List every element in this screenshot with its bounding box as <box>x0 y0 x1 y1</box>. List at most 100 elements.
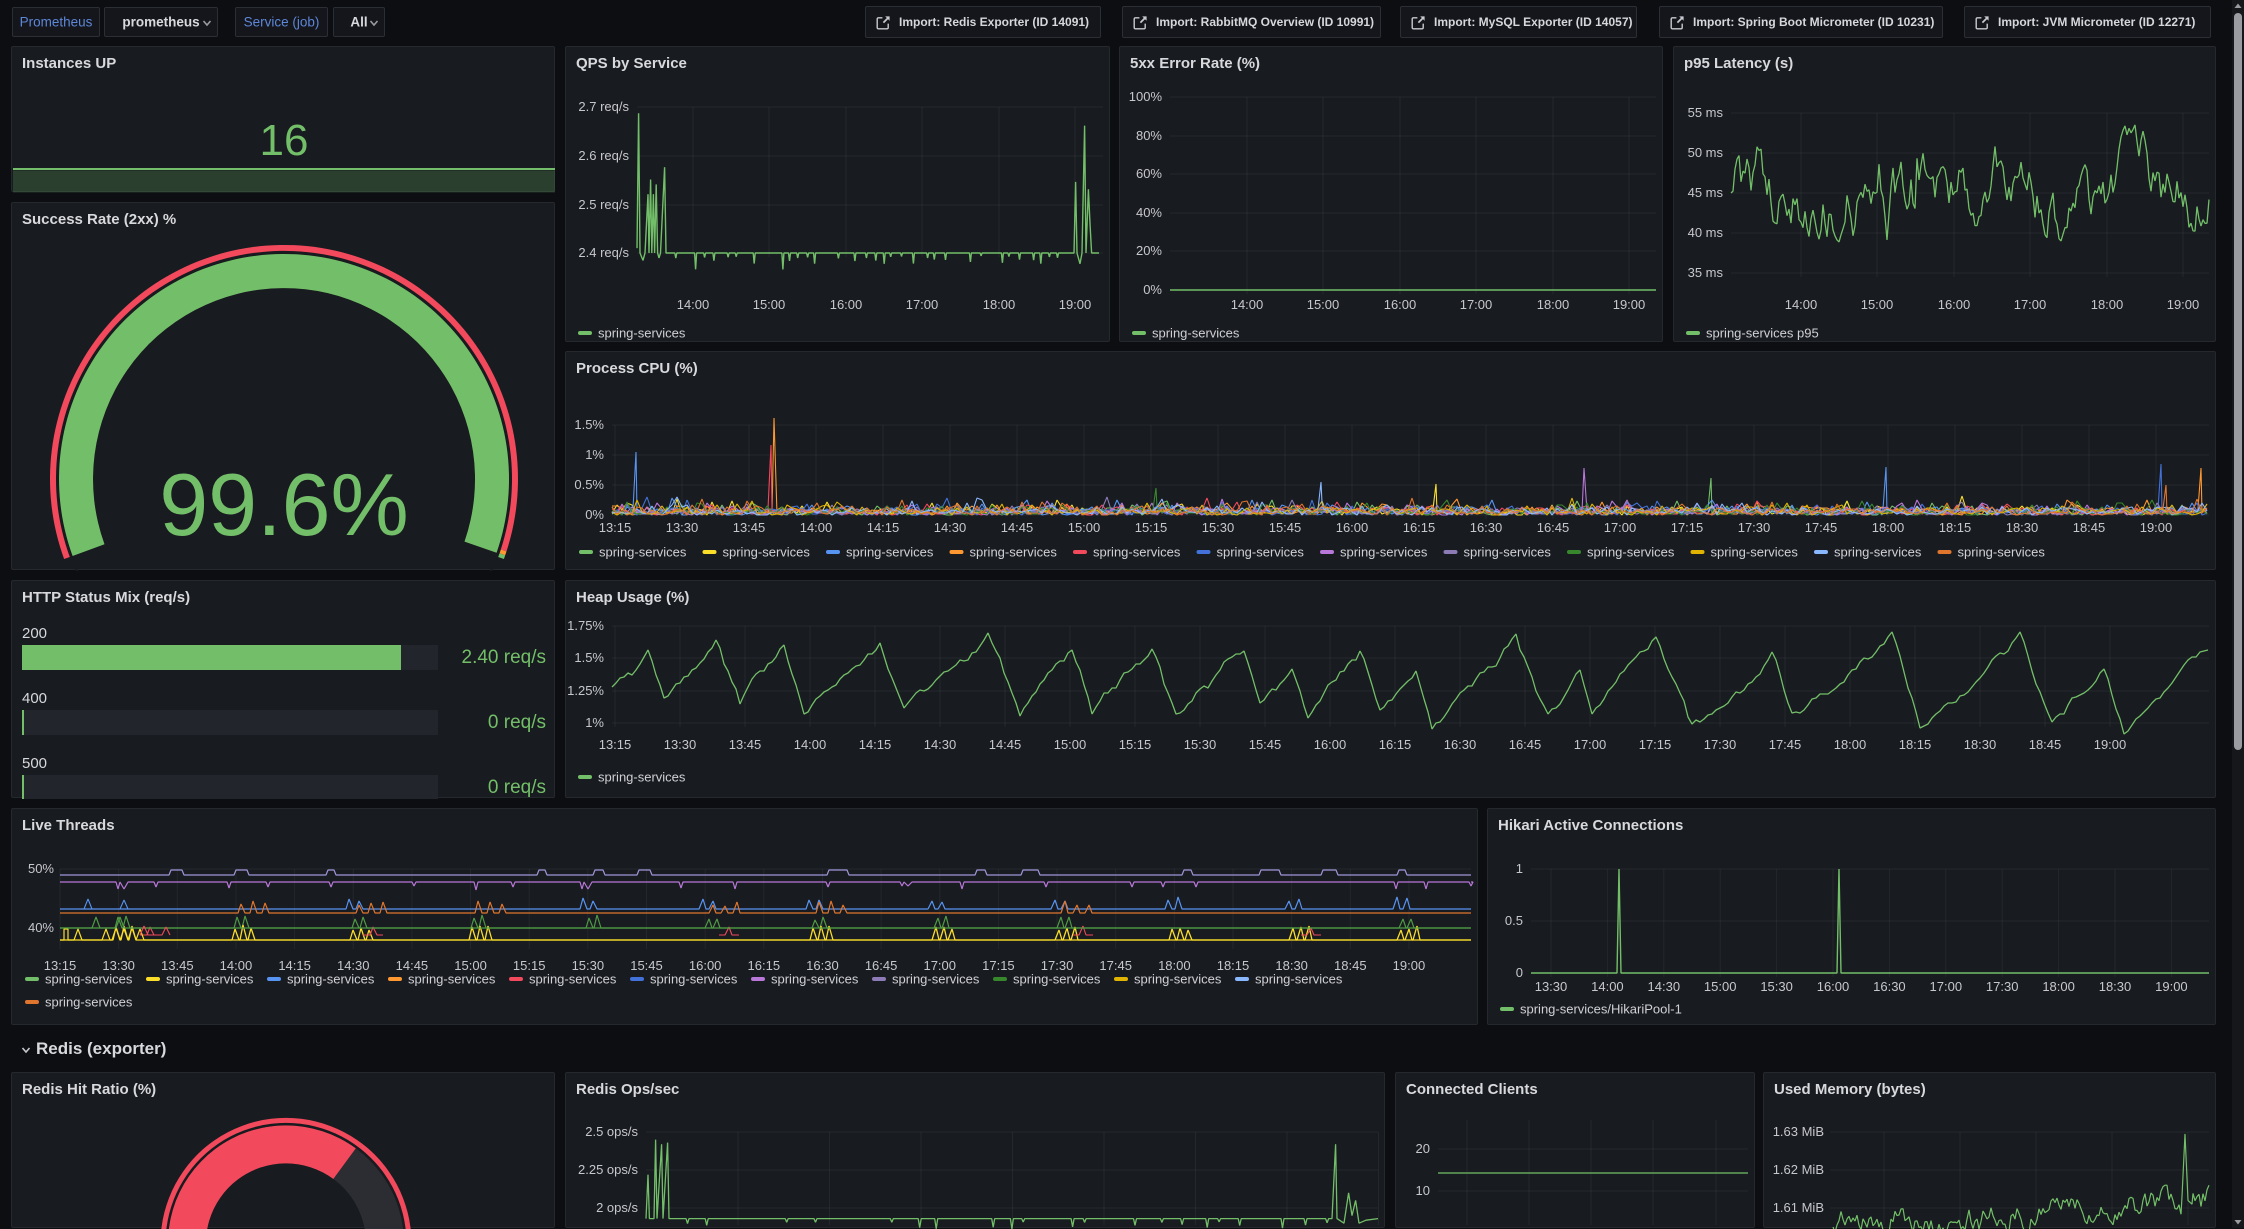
svg-text:HTTP Status Mix (req/s): HTTP Status Mix (req/s) <box>22 589 190 606</box>
svg-text:17:15: 17:15 <box>982 958 1015 973</box>
svg-text:15:00: 15:00 <box>1307 297 1340 312</box>
svg-text:spring-services: spring-services <box>1464 545 1552 560</box>
svg-text:14:15: 14:15 <box>278 958 311 973</box>
svg-text:40 ms: 40 ms <box>1688 225 1724 240</box>
svg-text:1%: 1% <box>585 715 604 730</box>
svg-text:spring-services: spring-services <box>598 326 686 341</box>
svg-text:16:00: 16:00 <box>1938 297 1971 312</box>
svg-text:19:00: 19:00 <box>2140 520 2173 535</box>
svg-text:18:30: 18:30 <box>2006 520 2039 535</box>
svg-text:18:15: 18:15 <box>1899 737 1932 752</box>
svg-text:1.5%: 1.5% <box>574 650 604 665</box>
svg-text:19:00: 19:00 <box>1613 297 1646 312</box>
svg-text:13:15: 13:15 <box>599 737 632 752</box>
svg-text:16:00: 16:00 <box>1314 737 1347 752</box>
svg-text:40%: 40% <box>1136 205 1162 220</box>
svg-text:15:30: 15:30 <box>572 958 605 973</box>
svg-text:15:30: 15:30 <box>1184 737 1217 752</box>
svg-text:45 ms: 45 ms <box>1688 185 1724 200</box>
svg-text:18:30: 18:30 <box>2099 979 2132 994</box>
svg-text:400: 400 <box>22 690 47 707</box>
svg-text:19:00: 19:00 <box>2155 979 2188 994</box>
svg-text:13:45: 13:45 <box>733 520 766 535</box>
svg-text:17:15: 17:15 <box>1639 737 1672 752</box>
svg-text:2 ops/s: 2 ops/s <box>596 1200 638 1215</box>
svg-text:10: 10 <box>1416 1183 1430 1198</box>
svg-text:20%: 20% <box>1136 243 1162 258</box>
svg-text:0.5%: 0.5% <box>574 477 604 492</box>
svg-text:Process CPU (%): Process CPU (%) <box>576 360 698 377</box>
svg-text:500: 500 <box>22 755 47 772</box>
svg-text:16:15: 16:15 <box>1379 737 1412 752</box>
svg-text:14:15: 14:15 <box>867 520 900 535</box>
svg-text:17:30: 17:30 <box>1704 737 1737 752</box>
svg-text:spring-services: spring-services <box>287 972 375 987</box>
svg-text:20: 20 <box>1416 1141 1430 1156</box>
svg-text:13:15: 13:15 <box>599 520 632 535</box>
svg-text:16:45: 16:45 <box>865 958 898 973</box>
svg-text:16:30: 16:30 <box>1873 979 1906 994</box>
svg-text:17:00: 17:00 <box>1574 737 1607 752</box>
svg-text:15:30: 15:30 <box>1760 979 1793 994</box>
svg-text:spring-services: spring-services <box>970 545 1058 560</box>
svg-text:Redis Ops/sec: Redis Ops/sec <box>576 1081 679 1098</box>
svg-text:60%: 60% <box>1136 166 1162 181</box>
svg-text:16:15: 16:15 <box>1403 520 1436 535</box>
svg-text:Success Rate (2xx) %: Success Rate (2xx) % <box>22 211 176 228</box>
svg-text:17:00: 17:00 <box>1930 979 1963 994</box>
svg-text:16:30: 16:30 <box>1444 737 1477 752</box>
svg-text:19:00: 19:00 <box>2094 737 2127 752</box>
svg-text:15:00: 15:00 <box>1054 737 1087 752</box>
svg-text:15:45: 15:45 <box>1269 520 1302 535</box>
svg-text:18:00: 18:00 <box>1834 737 1867 752</box>
svg-text:18:45: 18:45 <box>1334 958 1367 973</box>
svg-text:50 ms: 50 ms <box>1688 145 1724 160</box>
svg-text:13:30: 13:30 <box>1535 979 1568 994</box>
svg-text:spring-services: spring-services <box>892 972 980 987</box>
svg-text:15:15: 15:15 <box>1119 737 1152 752</box>
svg-text:13:30: 13:30 <box>102 958 135 973</box>
svg-text:18:30: 18:30 <box>1275 958 1308 973</box>
svg-text:0%: 0% <box>1143 282 1162 297</box>
svg-text:1.61 MiB: 1.61 MiB <box>1773 1200 1824 1215</box>
svg-text:15:15: 15:15 <box>513 958 546 973</box>
svg-text:15:45: 15:45 <box>630 958 663 973</box>
svg-text:Redis Hit Ratio (%): Redis Hit Ratio (%) <box>22 1081 156 1098</box>
svg-text:17:45: 17:45 <box>1099 958 1132 973</box>
svg-text:17:00: 17:00 <box>1604 520 1637 535</box>
svg-text:Hikari Active Connections: Hikari Active Connections <box>1498 817 1683 834</box>
svg-text:16:45: 16:45 <box>1509 737 1542 752</box>
svg-text:17:45: 17:45 <box>1805 520 1838 535</box>
svg-text:50%: 50% <box>28 861 54 876</box>
svg-text:16:00: 16:00 <box>1817 979 1850 994</box>
svg-text:13:45: 13:45 <box>729 737 762 752</box>
svg-text:1.5%: 1.5% <box>574 417 604 432</box>
svg-text:spring-services: spring-services <box>598 770 686 785</box>
svg-text:19:00: 19:00 <box>1393 958 1426 973</box>
svg-text:15:00: 15:00 <box>1068 520 1101 535</box>
svg-text:16:00: 16:00 <box>830 297 863 312</box>
svg-text:spring-services: spring-services <box>1587 545 1675 560</box>
svg-text:13:30: 13:30 <box>666 520 699 535</box>
svg-text:spring-services: spring-services <box>1134 972 1222 987</box>
svg-text:p95 Latency (s): p95 Latency (s) <box>1684 55 1793 72</box>
svg-text:17:30: 17:30 <box>1738 520 1771 535</box>
svg-text:0 req/s: 0 req/s <box>488 712 546 733</box>
svg-text:13:15: 13:15 <box>44 958 77 973</box>
svg-text:spring-services: spring-services <box>1217 545 1305 560</box>
svg-text:15:30: 15:30 <box>1202 520 1235 535</box>
svg-text:16: 16 <box>260 116 309 165</box>
svg-text:16:00: 16:00 <box>1336 520 1369 535</box>
svg-text:18:30: 18:30 <box>1964 737 1997 752</box>
svg-text:spring-services: spring-services <box>1255 972 1343 987</box>
svg-text:2.7 req/s: 2.7 req/s <box>578 99 629 114</box>
svg-text:17:30: 17:30 <box>1041 958 1074 973</box>
svg-text:Live Threads: Live Threads <box>22 817 115 834</box>
svg-text:1.75%: 1.75% <box>567 618 604 633</box>
svg-text:spring-services: spring-services <box>599 545 687 560</box>
svg-text:1.62 MiB: 1.62 MiB <box>1773 1162 1824 1177</box>
svg-text:16:30: 16:30 <box>1470 520 1503 535</box>
svg-text:35 ms: 35 ms <box>1688 265 1724 280</box>
svg-text:spring-services: spring-services <box>1958 545 2046 560</box>
svg-text:0: 0 <box>1516 965 1523 980</box>
